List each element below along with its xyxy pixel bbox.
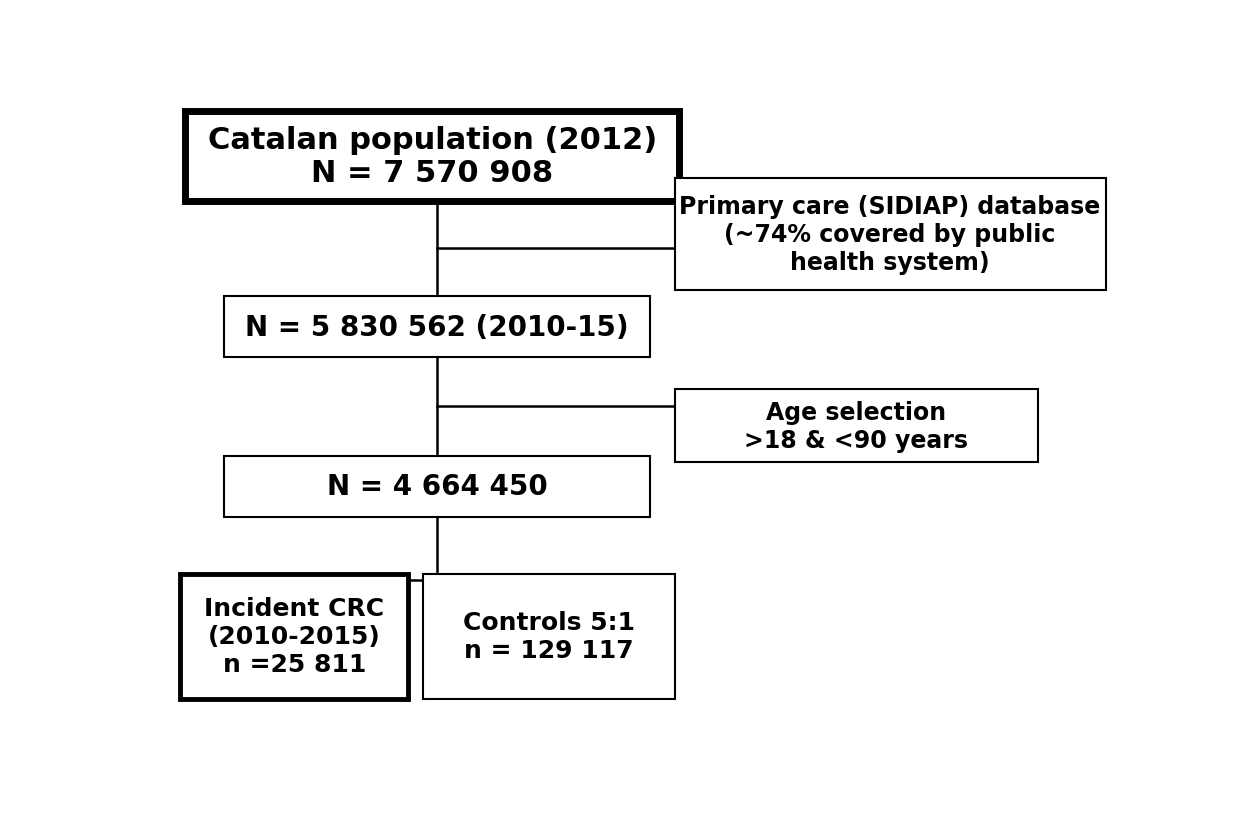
Text: Incident CRC
(2010-2015)
n =25 811: Incident CRC (2010-2015) n =25 811: [204, 597, 384, 676]
FancyBboxPatch shape: [185, 112, 680, 201]
FancyBboxPatch shape: [422, 575, 675, 699]
Text: Age selection
>18 & <90 years: Age selection >18 & <90 years: [744, 400, 969, 452]
Text: Controls 5:1
n = 129 117: Controls 5:1 n = 129 117: [462, 610, 635, 662]
FancyBboxPatch shape: [675, 179, 1106, 291]
FancyBboxPatch shape: [180, 575, 408, 699]
Text: N = 4 664 450: N = 4 664 450: [326, 473, 548, 501]
FancyBboxPatch shape: [224, 297, 650, 358]
Text: N = 5 830 562 (2010-15): N = 5 830 562 (2010-15): [245, 313, 629, 341]
Text: Catalan population (2012)
N = 7 570 908: Catalan population (2012) N = 7 570 908: [208, 126, 658, 188]
Text: Primary care (SIDIAP) database
(~74% covered by public
health system): Primary care (SIDIAP) database (~74% cov…: [680, 195, 1101, 275]
FancyBboxPatch shape: [224, 456, 650, 517]
FancyBboxPatch shape: [675, 389, 1038, 463]
